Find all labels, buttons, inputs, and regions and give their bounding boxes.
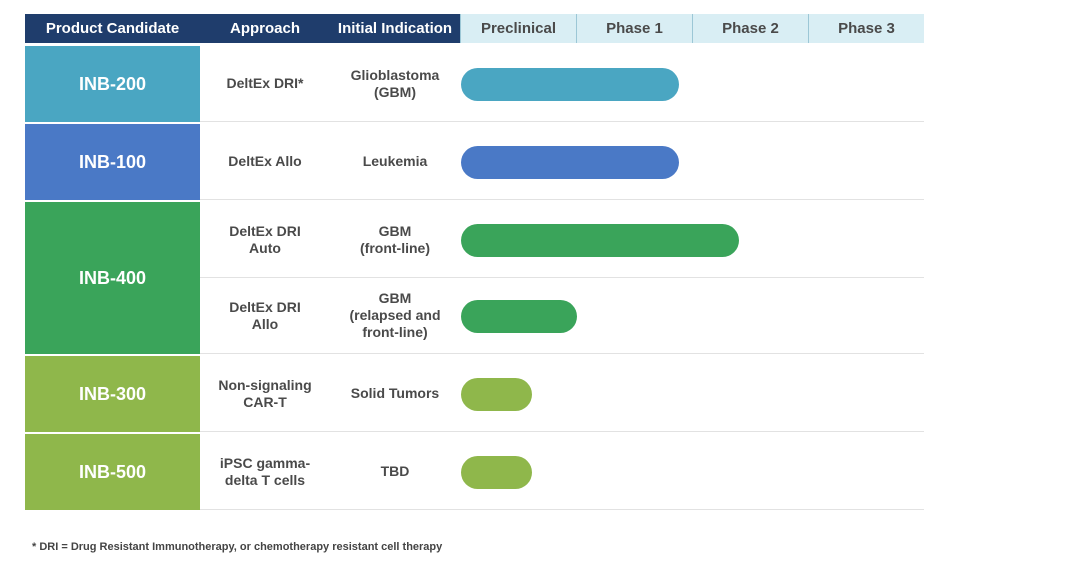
pipeline-row: DeltEx DRI Allo GBM (relapsed and front-l…: [200, 278, 924, 354]
header-phase-2: Phase 2: [692, 14, 808, 43]
pipeline-row: DeltEx DRI* Glioblastoma (GBM): [200, 46, 924, 122]
candidate-group: INB-500 iPSC gamma- delta T cells TBD: [25, 434, 924, 512]
candidate-label: INB-400: [25, 202, 200, 354]
approach-cell: iPSC gamma- delta T cells: [219, 454, 311, 488]
progress-bar: [461, 224, 740, 257]
phase-progress-area: [460, 356, 924, 431]
pipeline-row: Non-signaling CAR-T Solid Tumors: [200, 356, 924, 432]
indication-cell: Solid Tumors: [350, 385, 440, 401]
progress-bar: [461, 68, 680, 101]
footnote: * DRI = Drug Resistant Immunotherapy, or…: [32, 541, 443, 553]
candidate-group: INB-200 DeltEx DRI* Glioblastoma (GBM): [25, 46, 924, 124]
phase-progress-area: [460, 124, 924, 199]
header-phase-1: Phase 1: [576, 14, 692, 43]
approach-cell: Non-signaling CAR-T: [218, 376, 312, 410]
candidate-label: INB-100: [25, 124, 200, 200]
candidate-label: INB-500: [25, 434, 200, 510]
candidate-label: INB-300: [25, 356, 200, 432]
approach-cell: DeltEx Allo: [228, 153, 302, 169]
pipeline-table: Product Candidate Approach Initial Indic…: [25, 14, 924, 512]
pipeline-row: DeltEx Allo Leukemia: [200, 124, 924, 200]
pipeline-row: iPSC gamma- delta T cells TBD: [200, 434, 924, 510]
approach-cell: DeltEx DRI Auto: [229, 222, 301, 256]
indication-cell: GBM (relapsed and front-line): [349, 290, 441, 340]
indication-cell: Glioblastoma (GBM): [350, 66, 440, 100]
phase-progress-area: [460, 434, 924, 509]
candidate-group: INB-400 DeltEx DRI Auto GBM (front-line) De…: [25, 202, 924, 356]
approach-cell: DeltEx DRI*: [226, 75, 304, 91]
indication-cell: Leukemia: [362, 153, 428, 169]
phase-progress-area: [460, 202, 924, 277]
candidate-group: INB-300 Non-signaling CAR-T Solid Tumors: [25, 356, 924, 434]
header-phase-3: Phase 3: [808, 14, 924, 43]
indication-cell: TBD: [380, 463, 410, 479]
indication-cell: GBM (front-line): [360, 222, 430, 256]
progress-bar: [461, 300, 577, 333]
approach-cell: DeltEx DRI Allo: [229, 298, 301, 332]
pipeline-row: DeltEx DRI Auto GBM (front-line): [200, 202, 924, 278]
header-phase-preclinical: Preclinical: [460, 14, 576, 43]
header-product-candidate: Product Candidate: [25, 14, 200, 43]
header-approach: Approach: [200, 14, 330, 43]
phase-progress-area: [460, 46, 924, 121]
progress-bar: [461, 456, 532, 489]
header-row: Product Candidate Approach Initial Indic…: [25, 14, 924, 43]
candidate-group: INB-100 DeltEx Allo Leukemia: [25, 124, 924, 202]
candidate-label: INB-200: [25, 46, 200, 122]
phase-progress-area: [460, 278, 924, 353]
header-initial-indication: Initial Indication: [330, 14, 460, 43]
progress-bar: [461, 146, 680, 179]
progress-bar: [461, 378, 532, 411]
pipeline-body: INB-200 DeltEx DRI* Glioblastoma (GBM) INB-…: [25, 46, 924, 512]
